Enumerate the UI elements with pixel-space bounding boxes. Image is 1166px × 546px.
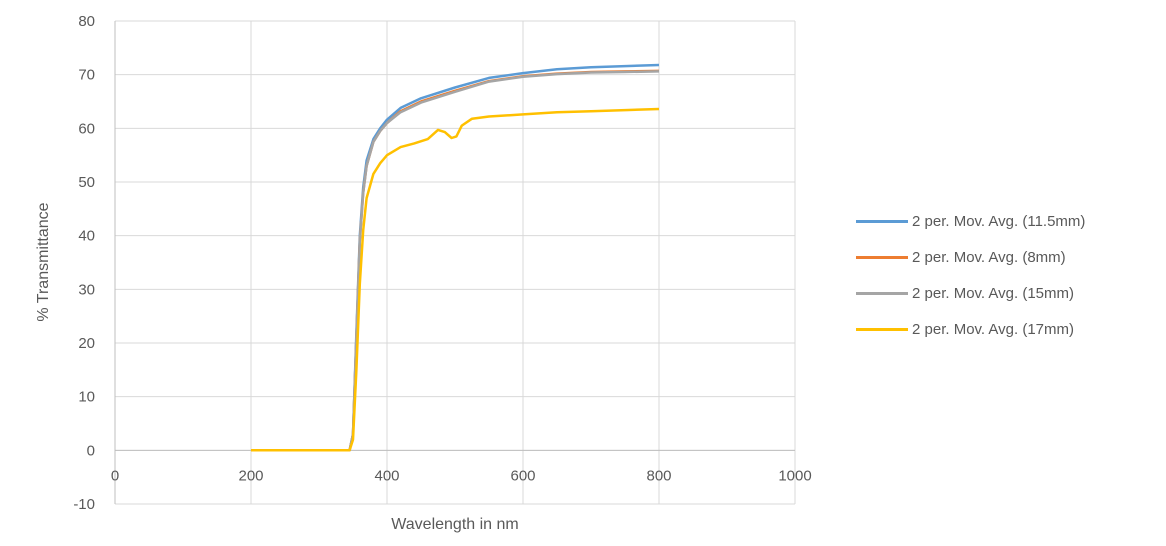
x-tick-labels: 0 200 400 600 800 1000 (111, 467, 812, 484)
y-tick-label: 0 (87, 442, 95, 459)
y-tick-label: 60 (78, 120, 95, 137)
legend-swatch (856, 255, 908, 259)
legend-label: 2 per. Mov. Avg. (8mm) (912, 248, 1066, 266)
x-tick-label: 400 (374, 467, 399, 484)
legend-label: 2 per. Mov. Avg. (11.5mm) (912, 212, 1086, 230)
gridlines (114, 20, 796, 505)
x-tick-label: 0 (111, 467, 119, 484)
y-axis-title: % Transmittance (35, 202, 52, 321)
legend-label: 2 per. Mov. Avg. (15mm) (912, 284, 1075, 302)
legend-swatch (856, 327, 908, 331)
x-axis-title: Wavelength in nm (391, 516, 518, 533)
x-tick-label: 800 (646, 467, 671, 484)
y-tick-label: 30 (78, 281, 95, 298)
legend-item: 2 per. Mov. Avg. (17mm) (856, 311, 1085, 347)
legend-swatch (856, 291, 908, 295)
x-tick-label: 1000 (778, 467, 811, 484)
plot-series (251, 63, 660, 452)
legend-item: 2 per. Mov. Avg. (15mm) (856, 275, 1085, 311)
y-tick-label: 10 (78, 389, 95, 406)
series-line-0 (251, 63, 660, 452)
series-line-3 (251, 107, 660, 452)
y-tick-label: 20 (78, 335, 95, 352)
y-tick-label: 70 (78, 67, 95, 84)
y-tick-label: 80 (78, 13, 95, 30)
legend-item: 2 per. Mov. Avg. (11.5mm) (856, 203, 1085, 239)
legend-label: 2 per. Mov. Avg. (17mm) (912, 320, 1075, 338)
series-line-1 (251, 69, 660, 452)
legend-swatch (856, 219, 908, 223)
legend: 2 per. Mov. Avg. (11.5mm) 2 per. Mov. Avg… (856, 203, 1085, 347)
legend-item: 2 per. Mov. Avg. (8mm) (856, 239, 1085, 275)
y-tick-label: 50 (78, 174, 95, 191)
series-line-2 (251, 70, 660, 452)
y-tick-label: 40 (78, 228, 95, 245)
y-tick-label: -10 (73, 496, 95, 513)
x-tick-label: 600 (510, 467, 535, 484)
y-tick-labels: -10 0 10 20 30 40 50 60 70 80 (73, 13, 95, 513)
x-tick-label: 200 (238, 467, 263, 484)
